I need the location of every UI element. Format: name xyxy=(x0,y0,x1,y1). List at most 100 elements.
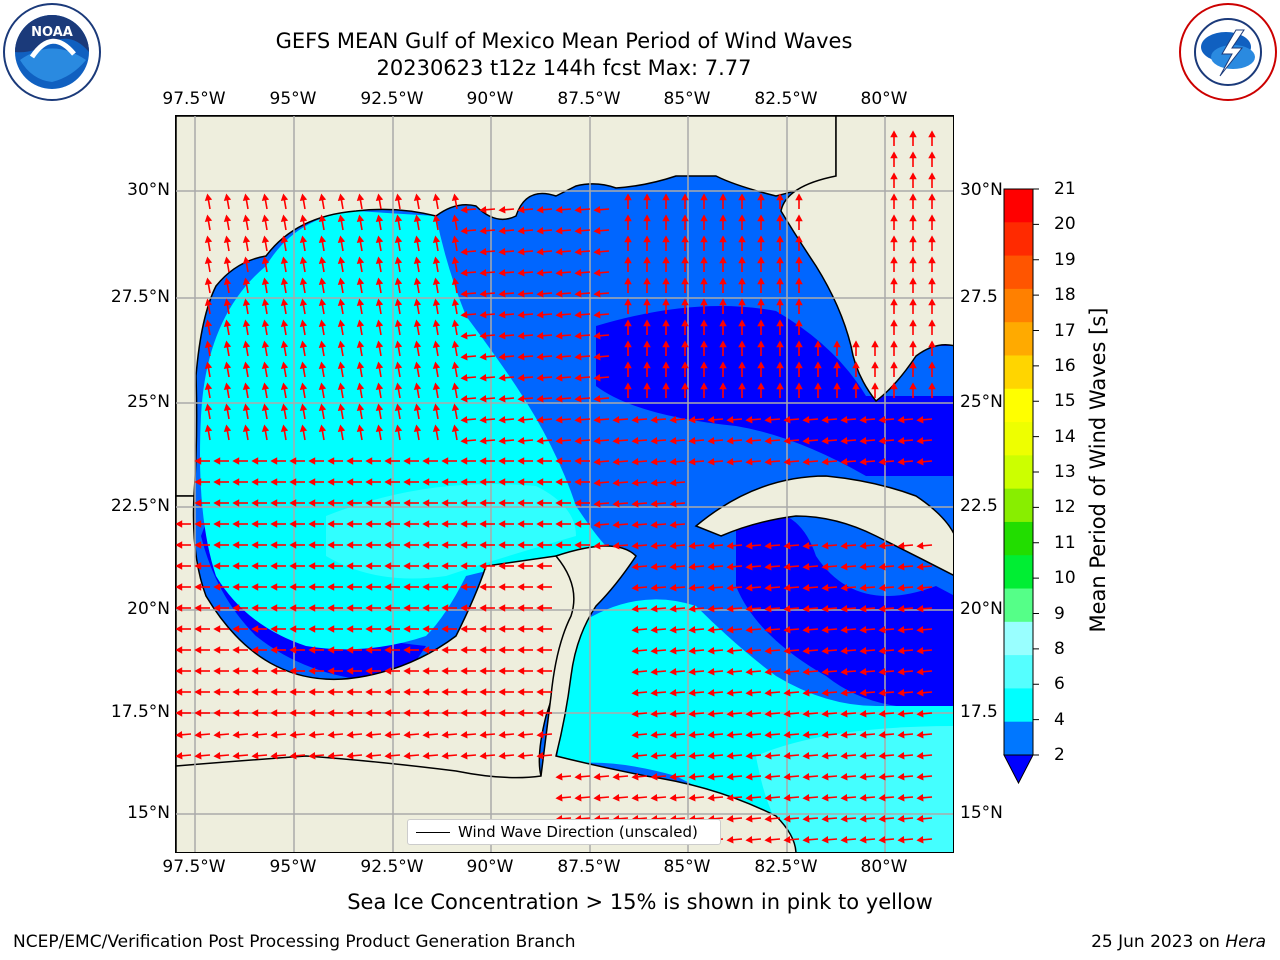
wave-direction-arrowhead xyxy=(700,340,708,348)
wave-direction-arrowhead xyxy=(213,457,221,465)
wave-direction-arrowhead xyxy=(213,562,221,570)
wave-direction-arrowhead xyxy=(897,793,905,802)
wave-direction-arrowhead xyxy=(802,751,810,760)
wave-direction-arrowhead xyxy=(261,214,270,223)
wave-direction-arrowhead xyxy=(394,277,403,286)
wave-direction-arrowhead xyxy=(308,457,316,465)
wave-direction-arrowhead xyxy=(821,562,829,571)
wave-direction-arrowhead xyxy=(928,172,936,180)
wave-direction-arrowhead xyxy=(555,310,563,319)
wave-direction-arrowhead xyxy=(631,625,639,634)
wave-direction-arrowhead xyxy=(251,520,259,528)
wave-direction-arrowhead xyxy=(375,235,384,244)
wave-direction-arrowhead xyxy=(669,415,677,424)
wave-direction-arrowhead xyxy=(643,256,651,264)
wave-direction-arrowhead xyxy=(662,256,670,264)
wave-direction-arrowhead xyxy=(719,298,727,306)
wave-direction-arrowhead xyxy=(878,688,886,697)
wave-direction-arrowhead xyxy=(574,373,582,382)
chart-title: GEFS MEAN Gulf of Mexico Mean Period of … xyxy=(275,29,853,53)
wave-direction-arrowhead xyxy=(498,226,506,235)
wave-direction-arrowhead xyxy=(764,562,772,571)
wave-direction-arrowhead xyxy=(700,298,708,306)
wave-direction-arrowhead xyxy=(460,415,468,424)
wave-direction-arrowhead xyxy=(593,772,601,781)
wave-direction-arrowhead xyxy=(384,499,392,507)
wave-direction-arrowhead xyxy=(833,361,841,369)
wave-direction-arrowhead xyxy=(223,424,232,433)
lat-label-left: 15°N xyxy=(127,803,170,823)
wave-direction-arrowhead xyxy=(536,289,544,298)
wave-direction-arrowhead xyxy=(432,319,441,328)
wave-direction-arrowhead xyxy=(242,382,251,391)
wave-direction-arrowhead xyxy=(909,172,917,180)
wave-direction-arrowhead xyxy=(700,256,708,264)
wave-direction-arrowhead xyxy=(223,277,232,286)
wave-direction-arrowhead xyxy=(176,520,183,528)
wave-direction-arrowhead xyxy=(176,583,183,591)
lon-label-top: 90°W xyxy=(466,89,514,109)
colorbar-tick-label: 9 xyxy=(1054,603,1065,624)
wave-direction-arrowhead xyxy=(365,562,373,570)
wave-direction-arrowhead xyxy=(890,277,898,285)
wave-direction-arrowhead xyxy=(270,604,278,612)
wave-direction-arrowhead xyxy=(776,256,784,264)
wave-direction-arrowhead xyxy=(403,730,411,739)
wave-direction-arrowhead xyxy=(802,772,810,781)
wave-direction-arrowhead xyxy=(536,604,544,612)
wave-direction-arrowhead xyxy=(840,436,848,445)
wave-direction-arrowhead xyxy=(289,730,297,739)
wave-direction-arrowhead xyxy=(270,646,278,654)
wave-direction-arrowhead xyxy=(776,193,784,201)
wave-direction-arrowhead xyxy=(745,772,753,781)
wave-direction-arrowhead xyxy=(346,751,354,760)
land-us xyxy=(176,116,837,497)
wave-direction-arrowhead xyxy=(337,193,346,202)
wave-direction-arrowhead xyxy=(441,730,449,739)
wave-direction-arrowhead xyxy=(251,688,259,696)
lon-label-bottom: 85°W xyxy=(663,857,711,877)
wave-direction-arrowhead xyxy=(783,604,791,613)
wave-direction-arrowhead xyxy=(707,625,715,634)
wave-direction-arrowhead xyxy=(194,520,202,528)
wave-direction-arrowhead xyxy=(859,541,867,550)
wave-direction-arrowhead xyxy=(337,298,346,307)
wave-direction-arrowhead xyxy=(536,625,544,633)
colorbar-band xyxy=(1004,688,1033,723)
wave-direction-arrowhead xyxy=(852,382,860,390)
wave-direction-arrowhead xyxy=(375,277,384,286)
wave-direction-arrowhead xyxy=(498,499,506,507)
wave-direction-arrowhead xyxy=(432,340,441,349)
lon-label-top: 85°W xyxy=(663,89,711,109)
wave-direction-arrowhead xyxy=(337,319,346,328)
wave-direction-arrowhead xyxy=(726,457,734,466)
wave-direction-arrowhead xyxy=(176,646,183,654)
wave-direction-arrowhead xyxy=(194,646,202,654)
wave-direction-arrowhead xyxy=(890,151,898,159)
wave-direction-arrowhead xyxy=(460,520,468,528)
wave-direction-arrowhead xyxy=(726,667,734,676)
wave-direction-arrowhead xyxy=(783,751,791,760)
wave-direction-arrowhead xyxy=(555,457,563,465)
wave-direction-arrowhead xyxy=(574,394,582,403)
wave-direction-arrowhead xyxy=(204,361,213,370)
wave-direction-arrowhead xyxy=(318,256,327,265)
wave-direction-arrowhead xyxy=(356,277,365,286)
wave-direction-arrowhead xyxy=(280,424,289,433)
wave-direction-arrowhead xyxy=(280,319,289,328)
wave-direction-arrowhead xyxy=(707,709,715,718)
wave-direction-arrowhead xyxy=(337,361,346,370)
wave-direction-arrowhead xyxy=(669,499,677,508)
wave-direction-arrowhead xyxy=(536,247,544,256)
wave-direction-arrowhead xyxy=(681,256,689,264)
wave-direction-arrowhead xyxy=(878,709,886,718)
wave-direction-arrowhead xyxy=(859,688,867,697)
wave-direction-arrowhead xyxy=(479,688,487,696)
wave-direction-arrowhead xyxy=(612,541,620,550)
wave-direction-arrowhead xyxy=(251,730,259,739)
wave-direction-arrowhead xyxy=(795,256,803,264)
wave-direction-arrowhead xyxy=(356,214,365,223)
wave-direction-arrowhead xyxy=(669,751,677,760)
wave-direction-arrowhead xyxy=(498,730,506,739)
wave-direction-arrowhead xyxy=(460,205,468,214)
